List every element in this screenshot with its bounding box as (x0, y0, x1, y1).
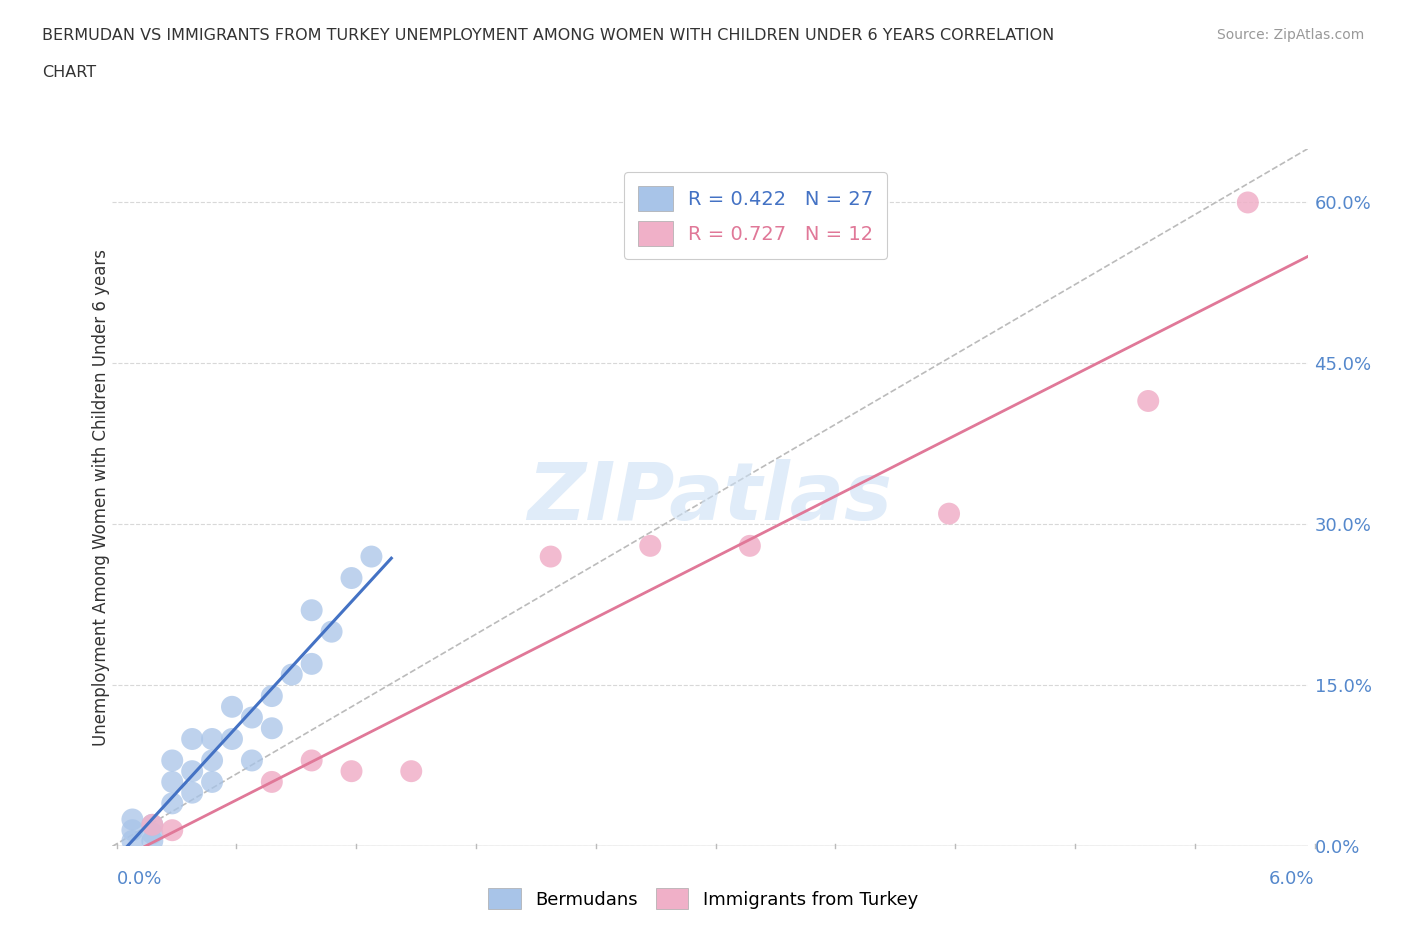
Point (201, 732, 224, 747)
Point (401, 764, 423, 778)
Point (141, 817, 163, 832)
Legend: R = 0.422   N = 27, R = 0.727   N = 12: R = 0.422 N = 27, R = 0.727 N = 12 (624, 172, 887, 259)
Point (360, 549, 382, 564)
Point (201, 753, 224, 768)
Point (141, 833, 163, 848)
Point (260, 721, 283, 736)
Point (301, 753, 323, 768)
Point (162, 796, 183, 811)
Point (1137, 393, 1160, 408)
Point (121, 812, 143, 827)
Legend: Bermudans, Immigrants from Turkey: Bermudans, Immigrants from Turkey (481, 881, 925, 916)
Point (738, 538, 761, 553)
Point (162, 823, 183, 838)
Point (181, 732, 204, 747)
Point (221, 699, 243, 714)
Point (301, 603, 323, 618)
Text: 6.0%: 6.0% (1270, 870, 1315, 887)
Point (181, 764, 204, 778)
Point (162, 753, 183, 768)
Point (340, 764, 363, 778)
Point (240, 753, 263, 768)
Point (638, 538, 662, 553)
Point (221, 732, 243, 747)
Point (162, 775, 183, 790)
Point (281, 667, 304, 682)
Text: 0.0%: 0.0% (117, 870, 162, 887)
Point (121, 823, 143, 838)
Point (240, 711, 263, 725)
Point (301, 657, 323, 671)
Point (340, 571, 363, 586)
Point (260, 688, 283, 703)
Point (321, 624, 343, 639)
Point (141, 826, 163, 841)
Text: CHART: CHART (42, 65, 96, 80)
Y-axis label: Unemployment Among Women with Children Under 6 years: Unemployment Among Women with Children U… (93, 249, 110, 746)
Point (938, 506, 960, 521)
Text: ZIPatlas: ZIPatlas (527, 458, 893, 537)
Point (141, 817, 163, 832)
Point (181, 785, 204, 800)
Text: BERMUDAN VS IMMIGRANTS FROM TURKEY UNEMPLOYMENT AMONG WOMEN WITH CHILDREN UNDER : BERMUDAN VS IMMIGRANTS FROM TURKEY UNEMP… (42, 28, 1054, 43)
Point (121, 833, 143, 848)
Point (260, 775, 283, 790)
Point (1237, 195, 1260, 210)
Text: Source: ZipAtlas.com: Source: ZipAtlas.com (1216, 28, 1364, 42)
Point (201, 775, 224, 790)
Point (540, 549, 562, 564)
